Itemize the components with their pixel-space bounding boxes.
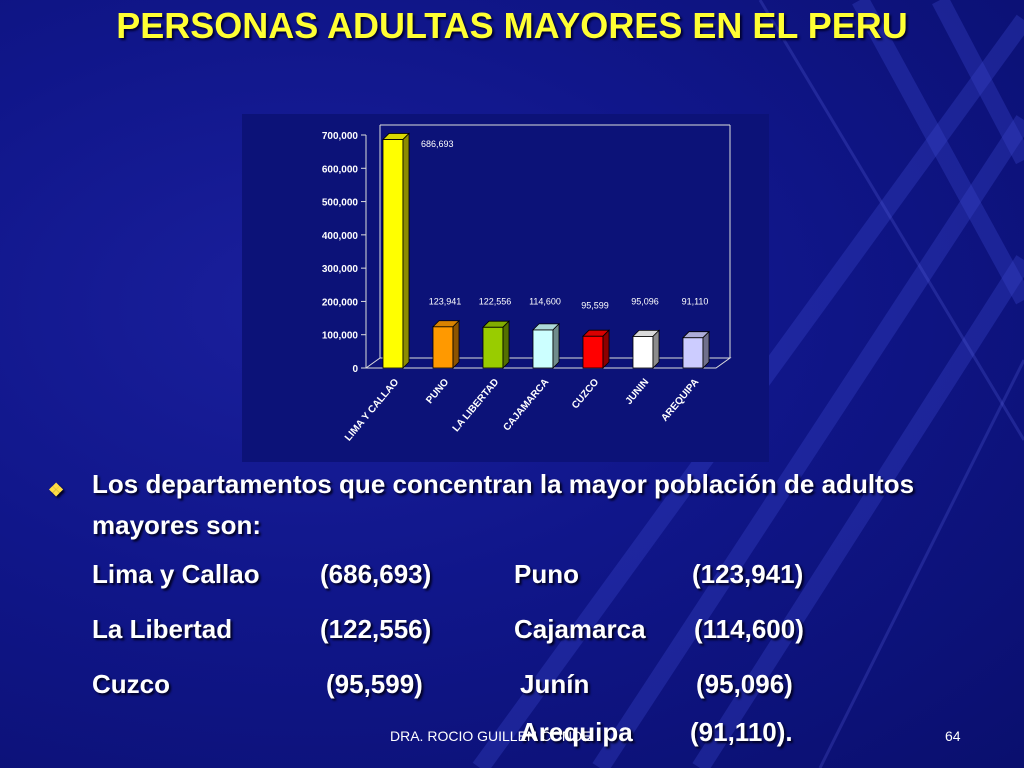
bar-side [702, 330, 710, 369]
data-label: 122,556 [479, 296, 512, 306]
data-label: 686,693 [421, 139, 454, 149]
bar-side [552, 322, 560, 369]
y-tick-label: 0 [352, 364, 358, 375]
department-name: La Libertad [92, 614, 233, 644]
bar-side [652, 329, 660, 369]
y-tick-label: 100,000 [322, 331, 359, 342]
bar [382, 139, 404, 369]
bar-side [452, 319, 460, 369]
department-name: Cajamarca [514, 614, 646, 644]
slide-number: 64 [945, 728, 961, 744]
bar-chart-panel: 0 100,000 200,000 300,000 400,000 500,000 600,… [242, 114, 769, 462]
bar [482, 326, 504, 369]
category-label: PUNO [424, 377, 451, 406]
y-tick-label: 200,000 [322, 297, 359, 308]
department-value: (686,693) [320, 559, 432, 589]
y-tick-label: 600,000 [322, 164, 359, 175]
department-value: (122,556) [320, 614, 432, 644]
bar [432, 326, 454, 369]
department-name: Cuzco [92, 669, 170, 699]
department-value: (95,599) [326, 669, 423, 699]
page-title: PERSONAS ADULTAS MAYORES EN EL PERU [116, 5, 908, 46]
y-tick-label: 300,000 [322, 264, 359, 275]
category-label: CUZCO [570, 377, 601, 411]
department-value: (114,600) [694, 614, 804, 644]
category-label: AREQUIPA [659, 377, 701, 424]
category-label: CAJAMARCA [501, 377, 551, 433]
data-label: 95,599 [581, 300, 609, 310]
department-value: (91,110). [690, 717, 793, 747]
footer-author: DRA. ROCIO GUILLEN CONDE [390, 728, 592, 744]
department-name: Junín [520, 669, 590, 699]
bullet-intro-text: Los departamentos que concentran la mayo… [92, 469, 915, 540]
category-label: JUNIN [624, 377, 652, 407]
bar [632, 335, 654, 369]
bar [582, 335, 604, 369]
bar-side [402, 132, 410, 369]
data-label: 95,096 [631, 296, 659, 306]
department-name: Arequipa [520, 717, 633, 747]
category-label: LA LIBERTAD [451, 377, 502, 434]
department-value: (123,941) [692, 559, 804, 589]
bar-side [602, 329, 610, 369]
bar [532, 329, 554, 369]
data-label: 91,110 [682, 296, 709, 306]
y-tick-label: 700,000 [322, 131, 359, 142]
y-tick-label: 400,000 [322, 231, 359, 242]
department-name: Puno [514, 559, 579, 589]
department-value: (95,096) [696, 669, 793, 699]
data-label: 123,941 [429, 296, 462, 306]
category-label: LIMA Y CALLAO [343, 377, 401, 444]
data-label: 114,600 [529, 296, 561, 306]
bar-chart: 0 100,000 200,000 300,000 400,000 500,000 600,… [322, 124, 732, 444]
department-name: Lima y Callao [92, 559, 260, 589]
y-tick-label: 500,000 [322, 198, 359, 209]
bar-side [502, 320, 510, 369]
bar [682, 337, 704, 369]
diamond-bullet-icon: ❖ [48, 480, 65, 500]
